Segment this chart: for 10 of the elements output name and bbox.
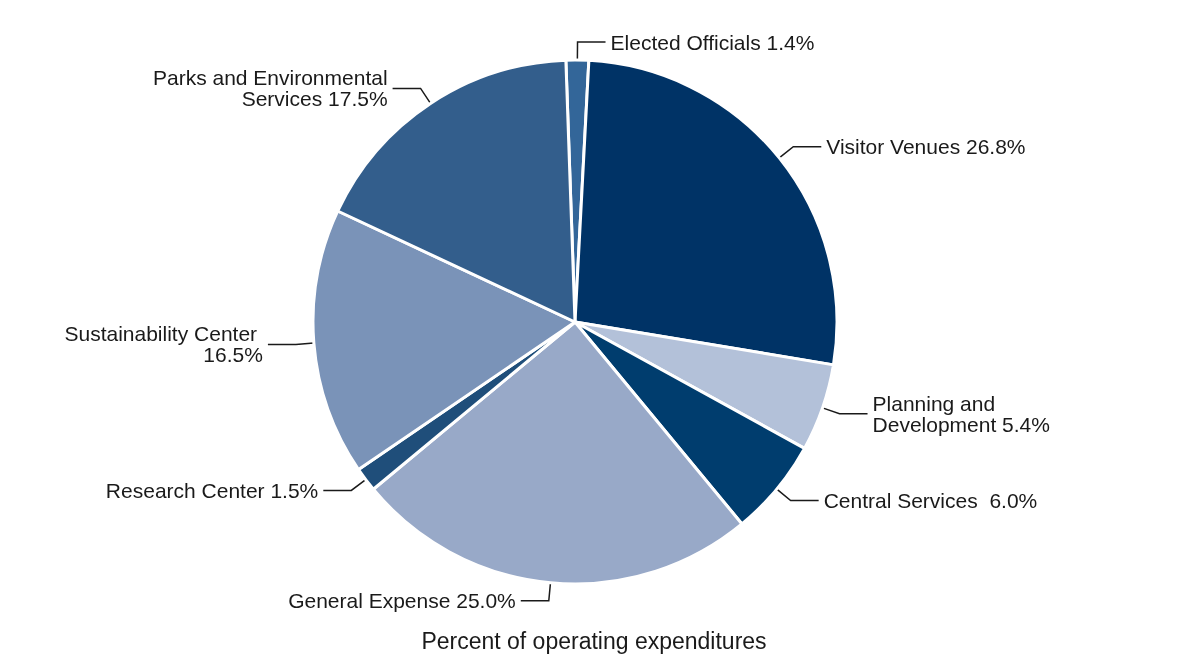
slice-label: Planning and Development 5.4% (872, 391, 1050, 436)
slice-label: Central Services 6.0% (823, 489, 1038, 513)
slice-label: Elected Officials 1.4% (610, 30, 815, 54)
slice-label: Research Center 1.5% (105, 478, 319, 502)
slice-label: Sustainability Center (64, 322, 263, 346)
text: Percent of operating expenditures (421, 627, 767, 654)
slice-label: Parks and Environmental Services 17.5% (152, 66, 388, 111)
slice-label: General Expense 25.0% (288, 589, 516, 613)
slice-label: Visitor Venues 26.8% (826, 135, 1026, 159)
data-label: 16.5% (203, 343, 263, 367)
